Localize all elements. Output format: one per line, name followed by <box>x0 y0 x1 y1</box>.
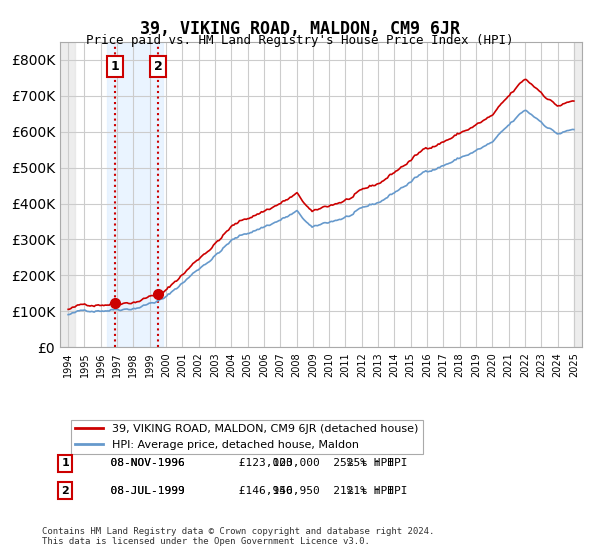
Text: 08-JUL-1999             146,950    21% ↑ HPI: 08-JUL-1999 146,950 21% ↑ HPI <box>97 486 407 496</box>
Text: 08-NOV-1996             123,000    25% ↑ HPI: 08-NOV-1996 123,000 25% ↑ HPI <box>97 458 407 468</box>
Text: 08-JUL-1999        £146,950      21% ↑ HPI: 08-JUL-1999 £146,950 21% ↑ HPI <box>97 486 394 496</box>
Bar <box>574 42 582 347</box>
Text: Contains HM Land Registry data © Crown copyright and database right 2024.
This d: Contains HM Land Registry data © Crown c… <box>42 526 434 546</box>
Bar <box>60 42 74 347</box>
Text: 2: 2 <box>154 60 163 73</box>
Text: 08-NOV-1996        £123,000      25% ↑ HPI: 08-NOV-1996 £123,000 25% ↑ HPI <box>97 458 394 468</box>
Bar <box>107 42 163 347</box>
Legend: 39, VIKING ROAD, MALDON, CM9 6JR (detached house), HPI: Average price, detached : 39, VIKING ROAD, MALDON, CM9 6JR (detach… <box>71 420 423 454</box>
Text: 1: 1 <box>61 458 69 468</box>
Text: 2: 2 <box>61 486 69 496</box>
Text: 39, VIKING ROAD, MALDON, CM9 6JR: 39, VIKING ROAD, MALDON, CM9 6JR <box>140 20 460 38</box>
Text: 1: 1 <box>110 60 119 73</box>
Text: Price paid vs. HM Land Registry's House Price Index (HPI): Price paid vs. HM Land Registry's House … <box>86 34 514 46</box>
